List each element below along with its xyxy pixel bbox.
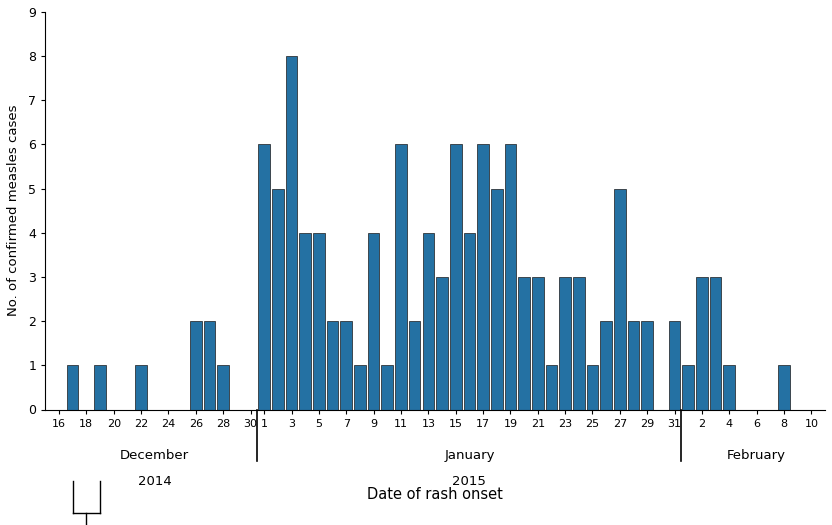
Bar — [190, 321, 201, 410]
Bar — [67, 365, 78, 410]
Bar — [204, 321, 215, 410]
Bar — [573, 277, 585, 410]
Bar — [614, 188, 626, 410]
Text: 2014: 2014 — [138, 475, 171, 488]
Bar — [559, 277, 571, 410]
Bar — [504, 144, 516, 410]
Bar — [627, 321, 639, 410]
Bar — [300, 233, 311, 410]
Bar — [259, 144, 270, 410]
Bar — [423, 233, 434, 410]
Text: December: December — [120, 449, 190, 462]
Bar — [327, 321, 339, 410]
Text: February: February — [727, 449, 786, 462]
Bar — [217, 365, 229, 410]
Bar — [395, 144, 407, 410]
Bar — [491, 188, 503, 410]
Y-axis label: No. of confirmed measles cases: No. of confirmed measles cases — [7, 105, 20, 317]
Bar — [340, 321, 352, 410]
Bar — [724, 365, 735, 410]
Bar — [285, 56, 297, 410]
Bar — [641, 321, 653, 410]
X-axis label: Date of rash onset: Date of rash onset — [367, 487, 503, 502]
Bar — [136, 365, 147, 410]
Bar — [436, 277, 448, 410]
Bar — [368, 233, 379, 410]
Bar — [272, 188, 284, 410]
Bar — [696, 277, 708, 410]
Bar — [546, 365, 557, 410]
Bar — [409, 321, 420, 410]
Bar — [682, 365, 694, 410]
Bar — [518, 277, 530, 410]
Bar — [587, 365, 598, 410]
Bar — [669, 321, 681, 410]
Bar — [463, 233, 475, 410]
Bar — [710, 277, 721, 410]
Bar — [313, 233, 324, 410]
Bar — [601, 321, 612, 410]
Bar — [532, 277, 543, 410]
Bar — [478, 144, 489, 410]
Bar — [778, 365, 790, 410]
Bar — [450, 144, 462, 410]
Bar — [94, 365, 106, 410]
Text: January: January — [444, 449, 495, 462]
Bar — [354, 365, 366, 410]
Text: 2015: 2015 — [453, 475, 487, 488]
Bar — [382, 365, 393, 410]
